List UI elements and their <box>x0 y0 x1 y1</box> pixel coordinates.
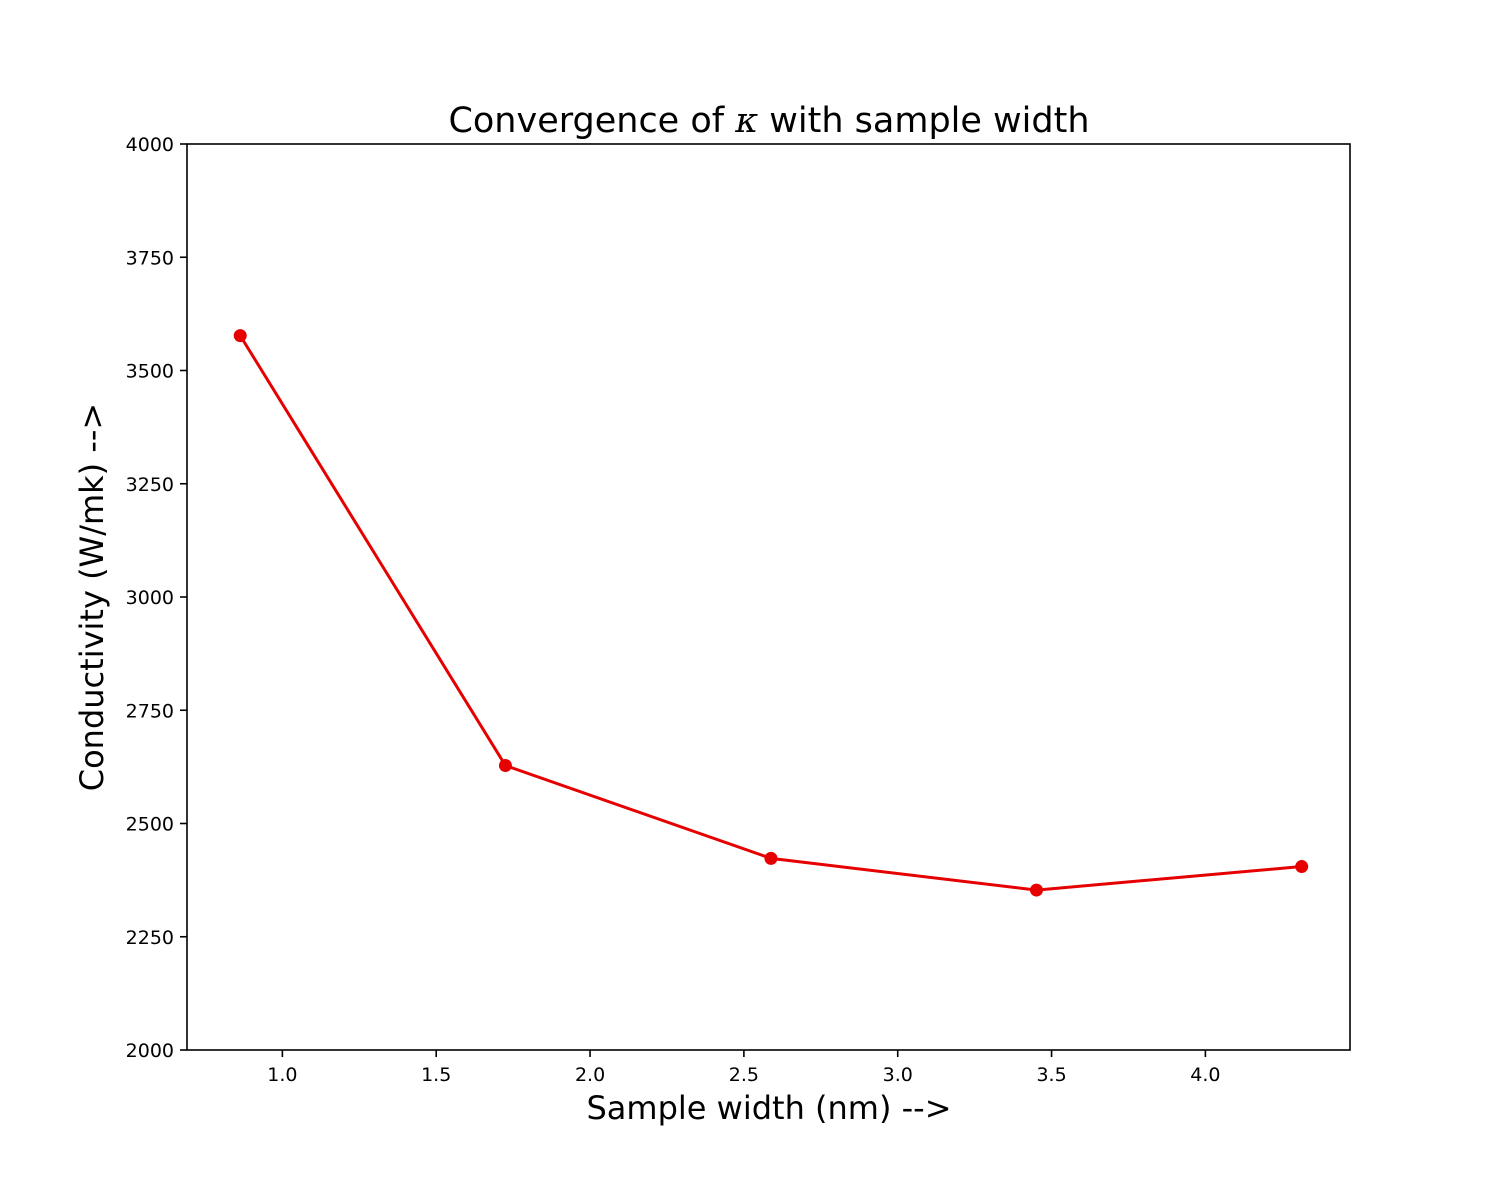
data-point <box>1029 883 1043 897</box>
x-tick-label: 3.0 <box>883 1064 913 1086</box>
x-tick-label: 4.0 <box>1190 1064 1220 1086</box>
x-axis-ticks: 1.0 1.5 2.0 2.5 3.0 3.5 4.0 <box>267 1050 1221 1086</box>
y-tick-label: 3000 <box>126 587 174 609</box>
y-tick-label: 2250 <box>126 927 174 949</box>
plot-area <box>233 329 1309 897</box>
x-tick-label: 2.5 <box>729 1064 759 1086</box>
y-axis-label: Conductivity (W/mk) --> <box>73 403 111 791</box>
y-tick-label: 3750 <box>126 247 174 269</box>
y-tick-label: 2750 <box>126 700 174 722</box>
chart-title-suffix: with sample width <box>758 101 1089 141</box>
chart-title-symbol: κ <box>734 101 758 141</box>
data-point <box>498 759 512 773</box>
x-tick-label: 1.5 <box>421 1064 451 1086</box>
y-tick-label: 2500 <box>126 814 174 836</box>
chart-title: Convergence of κ with sample width <box>448 101 1089 141</box>
y-axis-ticks: 2000 2250 2500 2750 3000 3250 3500 3750 4000 <box>126 134 187 1062</box>
y-tick-label: 3250 <box>126 474 174 496</box>
y-tick-label: 2000 <box>126 1040 174 1062</box>
x-tick-label: 3.5 <box>1036 1064 1066 1086</box>
data-point <box>1295 860 1309 874</box>
data-point <box>233 329 247 343</box>
x-axis-label: Sample width (nm) --> <box>586 1089 951 1127</box>
y-tick-label: 4000 <box>126 134 174 156</box>
chart-title-prefix: Convergence of <box>448 101 735 141</box>
data-point <box>764 851 778 865</box>
x-tick-label: 1.0 <box>267 1064 297 1086</box>
y-tick-label: 3500 <box>126 361 174 383</box>
x-tick-label: 2.0 <box>575 1064 605 1086</box>
